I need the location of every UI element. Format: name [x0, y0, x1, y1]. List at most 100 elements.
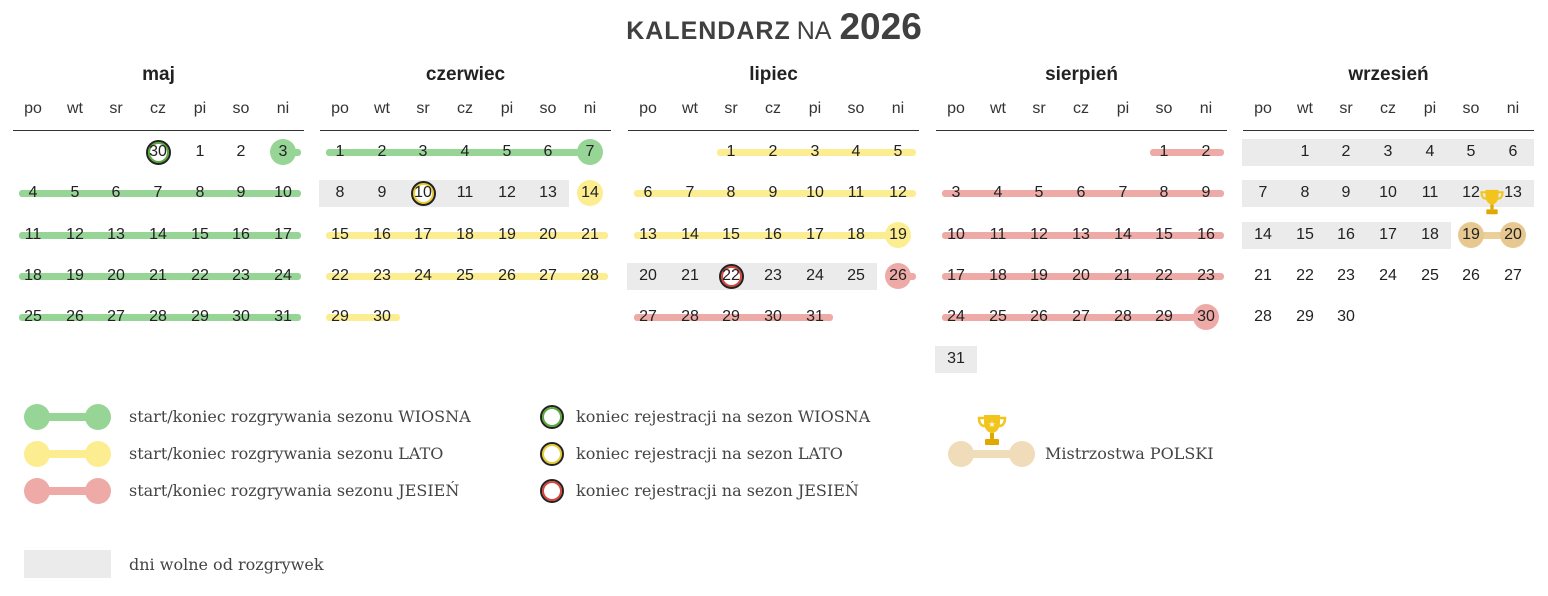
- day-cell: 10: [414, 184, 432, 202]
- legend-reg-yellow: koniec rejestracji na sezon LATO: [576, 444, 843, 463]
- day-cell: 21: [1114, 266, 1132, 284]
- day-cell: 22: [191, 266, 209, 284]
- month-divider: [1243, 130, 1534, 131]
- weekday-label: ni: [276, 100, 290, 117]
- weekday-label: pi: [500, 100, 514, 117]
- day-cell: 2: [1341, 143, 1351, 160]
- day-cell: 23: [232, 266, 250, 284]
- legend-free-days: dni wolne od rozgrywek: [129, 555, 324, 574]
- month-0: maj po wt sr cz pi so ni 30 1 2 3 4 5 6 7 8 9 10 11 12 13 14 15…: [13, 60, 304, 380]
- day-cell: 25: [456, 266, 474, 284]
- month-divider: [628, 130, 919, 131]
- day-cell: 8: [1300, 184, 1310, 202]
- day-cell: 12: [1030, 225, 1048, 243]
- weekday-label: so: [847, 100, 865, 117]
- calendar-title: KALENDARZ NA 2026: [0, 6, 1548, 48]
- season-marker-red: [885, 262, 911, 289]
- day-cell: 19: [66, 266, 84, 284]
- day-cell: 26: [1030, 308, 1048, 326]
- legend-green-bar: [32, 413, 102, 421]
- day-cell: 30: [373, 308, 391, 326]
- day-cell: 5: [1034, 184, 1044, 202]
- day-cell: 4: [993, 184, 1003, 202]
- weekday-label: ni: [891, 100, 905, 117]
- day-cell: 25: [24, 308, 42, 326]
- month-name: czerwiec: [425, 64, 506, 85]
- legend-reg-red: koniec rejestracji na sezon JESIEŃ: [576, 481, 859, 500]
- title-year: 2026: [839, 6, 922, 47]
- day-cell: 18: [847, 225, 865, 243]
- title-part-1: KALENDARZ: [626, 17, 791, 45]
- legend-championship: Mistrzostwa POLSKI: [1045, 444, 1214, 463]
- weekday-label: sr: [109, 100, 123, 117]
- weekday-label: pi: [808, 100, 822, 117]
- legend-season-green: start/koniec rozgrywania sezonu WIOSNA: [129, 407, 471, 426]
- season-bar-red: [942, 314, 1206, 322]
- day-cell: 7: [1258, 184, 1268, 202]
- registration-marker-red: [719, 263, 744, 289]
- day-cell: 30: [1337, 308, 1355, 326]
- legend-green-dot-left: [24, 404, 50, 430]
- day-cell: 8: [1159, 184, 1169, 202]
- season-bar-yellow: [326, 272, 608, 280]
- day-cell: 15: [191, 225, 209, 243]
- day-cell: 10: [947, 225, 965, 243]
- trophy-icon: ★: [977, 415, 1007, 445]
- day-cell: 30: [1197, 308, 1215, 326]
- weekday-label: sr: [416, 100, 430, 117]
- day-cell: 18: [24, 266, 42, 284]
- day-cell: 28: [1114, 308, 1132, 326]
- day-cell: 7: [685, 184, 695, 202]
- day-cell: 18: [456, 225, 474, 243]
- day-cell: 13: [639, 225, 657, 243]
- day-cell: 22: [722, 266, 740, 284]
- day-cell: 12: [889, 184, 907, 202]
- day-cell: 15: [1296, 225, 1314, 243]
- day-cell: 26: [66, 308, 84, 326]
- free-days-block: [1242, 221, 1451, 249]
- season-marker-red: [1193, 304, 1219, 331]
- day-cell: 20: [639, 266, 657, 284]
- day-cell: 14: [581, 184, 599, 202]
- day-cell: 6: [1076, 184, 1086, 202]
- day-cell: 20: [107, 266, 125, 284]
- day-cell: 13: [1072, 225, 1090, 243]
- season-bar-green: [19, 272, 301, 280]
- day-cell: 5: [70, 184, 80, 202]
- legend-gold-dot-right: [1009, 441, 1035, 467]
- day-cell: 11: [24, 225, 42, 243]
- day-cell: 27: [107, 308, 125, 326]
- legend-yellow-dot-left: [24, 441, 50, 467]
- legend-season-yellow: start/koniec rozgrywania sezonu LATO: [129, 444, 444, 463]
- day-cell: 22: [331, 266, 349, 284]
- weekday-label: po: [331, 100, 349, 117]
- weekday-label: wt: [990, 100, 1006, 117]
- season-marker-yellow: [577, 180, 603, 207]
- day-cell: 12: [498, 184, 516, 202]
- month-4: wrzesień po wt sr cz pi so ni 1 2 3 4 5 6 7 8 9 10 11 12 13 1…: [1242, 60, 1534, 380]
- day-cell: 7: [1118, 184, 1128, 202]
- legend-ring-green: [540, 405, 564, 429]
- weekday-label: wt: [682, 100, 698, 117]
- day-cell: 11: [989, 225, 1007, 243]
- day-cell: 22: [1155, 266, 1173, 284]
- day-cell: 27: [1504, 266, 1522, 284]
- legend-green-dot-right: [85, 404, 111, 430]
- day-cell: 4: [460, 143, 470, 160]
- day-cell: 31: [806, 308, 824, 326]
- day-cell: 26: [498, 266, 516, 284]
- registration-marker-green: [146, 140, 171, 165]
- day-cell: 7: [153, 184, 163, 202]
- day-cell: 11: [456, 184, 474, 202]
- weekday-label: ni: [1199, 100, 1213, 117]
- free-days-block: [319, 180, 569, 208]
- day-cell: 24: [414, 266, 432, 284]
- weekday-label: po: [24, 100, 42, 117]
- day-cell: 25: [847, 266, 865, 284]
- legend-reg-green: koniec rejestracji na sezon WIOSNA: [576, 407, 871, 426]
- season-bar-green: [19, 190, 301, 198]
- day-cell: 11: [1421, 184, 1439, 202]
- season-bar-red: [942, 190, 1224, 198]
- day-cell: 9: [1341, 184, 1351, 202]
- day-cell: 27: [1072, 308, 1090, 326]
